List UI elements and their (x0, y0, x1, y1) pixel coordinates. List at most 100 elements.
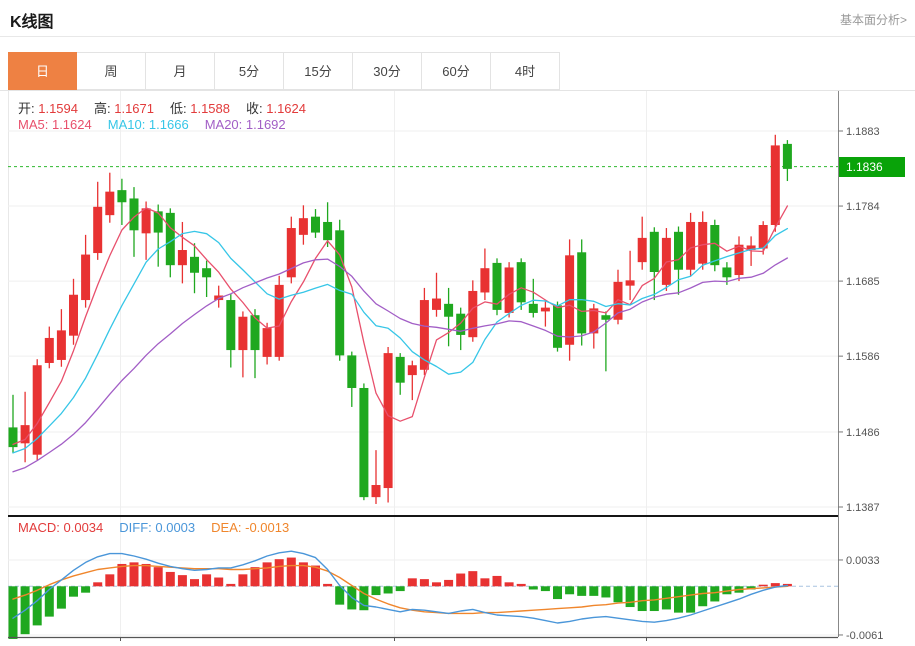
candle-body (190, 256, 199, 273)
candle-body (516, 262, 526, 303)
macd-bar (770, 583, 780, 587)
macd-info: MACD: 0.0034 DIFF: 0.0003 DEA: -0.0013 (18, 520, 305, 535)
candle-body (686, 221, 696, 270)
macd-bar (165, 571, 175, 587)
candle-body (577, 252, 587, 334)
candle-body (456, 313, 466, 335)
macd-bar (274, 559, 284, 587)
candle-body (758, 225, 768, 249)
candle-body (262, 328, 272, 357)
macd-bar (56, 586, 66, 609)
macd-bar (686, 586, 696, 613)
tab-week[interactable]: 周 (77, 52, 146, 90)
macd-bar (432, 582, 441, 587)
candle-body (637, 237, 647, 263)
candle-body (347, 355, 357, 388)
macd-bar (504, 582, 514, 587)
macd-bar (395, 586, 405, 592)
diff-line (12, 550, 789, 624)
candle-body (540, 307, 550, 312)
candle-body (202, 268, 212, 278)
tab-month[interactable]: 月 (146, 52, 215, 90)
candle-body (335, 230, 345, 356)
macd-bar (93, 582, 103, 587)
y-axis-label: 1.1784 (846, 201, 880, 213)
candle-body (383, 353, 393, 489)
candle-body (601, 315, 611, 320)
candle-body (419, 300, 429, 370)
tab-30min[interactable]: 30分 (353, 52, 422, 90)
candle-body (528, 303, 538, 313)
y-axis-label: 0.0033 (846, 555, 880, 567)
macd-bar (407, 578, 417, 587)
macd-bar (105, 574, 115, 587)
candle-body (105, 191, 115, 216)
candle-body (722, 267, 732, 278)
candle-body (153, 211, 163, 233)
candle-body (238, 316, 248, 351)
macd-bar (8, 586, 18, 639)
candle-body (746, 245, 756, 251)
candle-body (782, 143, 792, 169)
tab-4hour[interactable]: 4时 (491, 52, 560, 90)
fundamental-analysis-link[interactable]: 基本面分析> (839, 13, 907, 27)
macd-bar (383, 586, 393, 594)
macd-bar (589, 586, 599, 596)
macd-bar (44, 586, 54, 617)
info-item: 开: 1.1594 (18, 101, 78, 116)
macd-bar (359, 586, 369, 611)
candle-body (734, 244, 744, 276)
info-item: DEA: -0.0013 (211, 520, 290, 535)
tab-60min[interactable]: 60分 (422, 52, 491, 90)
macd-bar (250, 567, 260, 587)
ma20-line (12, 257, 789, 473)
candle-body (444, 303, 454, 317)
macd-bar (190, 579, 199, 587)
y-axis-label: 1.1486 (846, 427, 880, 439)
macd-bar (444, 579, 454, 587)
candle-body (177, 250, 187, 266)
macd-bar (117, 563, 127, 587)
header: K线图 基本面分析> (0, 0, 915, 37)
ma-info: MA5: 1.1624 MA10: 1.1666 MA20: 1.1692 (18, 117, 302, 132)
macd-bar (81, 586, 91, 593)
candle-body (468, 290, 478, 338)
candle-body (359, 387, 369, 498)
info-item: MA20: 1.1692 (204, 117, 286, 132)
macd-bar (468, 571, 478, 587)
dea-line (12, 564, 789, 615)
macd-bar (69, 586, 78, 597)
candle-body (250, 315, 260, 351)
macd-bar (238, 574, 248, 587)
macd-bar (613, 586, 623, 603)
tab-15min[interactable]: 15分 (284, 52, 353, 90)
macd-bar (226, 583, 236, 587)
y-axis-label: 1.1883 (846, 126, 880, 138)
tab-day[interactable]: 日 (8, 52, 77, 90)
macd-bar (649, 586, 659, 612)
candle-body (407, 365, 417, 376)
macd-bar (540, 586, 550, 592)
current-price-badge: 1.1836 (839, 157, 905, 177)
candle-body (274, 284, 284, 357)
macd-bar (32, 586, 42, 626)
candle-body (395, 356, 405, 383)
tab-5min[interactable]: 5分 (215, 52, 284, 90)
macd-bar (528, 586, 538, 590)
macd-bar (480, 578, 490, 587)
macd-bar (298, 562, 308, 587)
info-item: 低: 1.1588 (170, 101, 230, 116)
page-title: K线图 (10, 14, 54, 31)
candle-body (698, 221, 708, 264)
macd-bar (202, 574, 212, 587)
candle-body (32, 365, 42, 455)
candle-body (44, 337, 54, 363)
candle-body (141, 208, 151, 234)
macd-bar (516, 583, 526, 587)
candle-body (298, 218, 308, 235)
info-item: MA10: 1.1666 (107, 117, 189, 132)
candle-body (371, 485, 381, 498)
candle-body (286, 228, 296, 278)
